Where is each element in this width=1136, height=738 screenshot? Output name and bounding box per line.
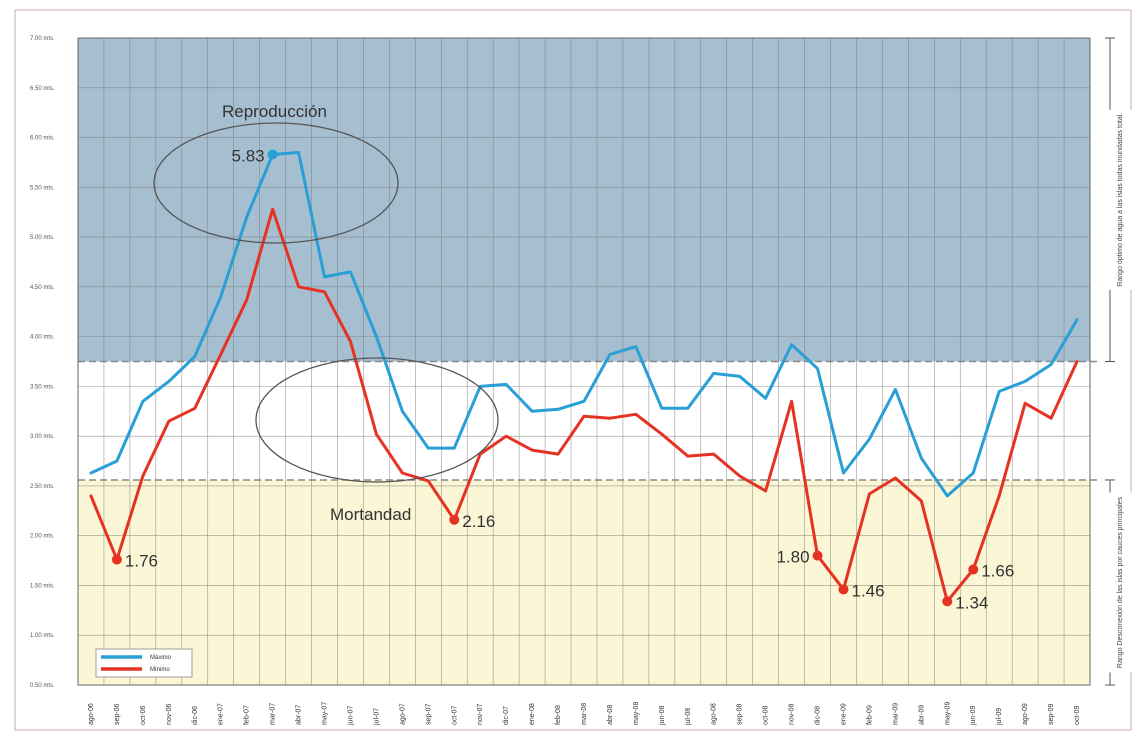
annotations: Reproducción Mortandad 5.83 1.76 2.16 1.80 1.4… bbox=[111, 102, 1014, 612]
min-series-line bbox=[89, 207, 1079, 603]
disconnection-range-band bbox=[78, 479, 1090, 685]
y-tick-label: 6.50 mts. bbox=[30, 86, 55, 92]
x-tick-label: ene-07 bbox=[218, 703, 225, 725]
y-tick-label: 2.00 mts. bbox=[30, 534, 55, 540]
x-tick-label: feb-08 bbox=[555, 705, 562, 725]
annotation-marker bbox=[267, 149, 278, 160]
annotation-label: 1.76 bbox=[125, 552, 158, 571]
x-tick-label: oct-09 bbox=[1074, 705, 1081, 725]
x-tick-label: dic-06 bbox=[192, 706, 199, 725]
x-tick-label: sep-07 bbox=[425, 703, 432, 725]
x-tick-label: ago-06 bbox=[88, 703, 95, 725]
x-tick-label: jun-07 bbox=[347, 705, 354, 726]
y-tick-label: 7.00 mts. bbox=[30, 36, 55, 42]
annotation-marker bbox=[449, 514, 460, 525]
x-tick-label: dic-08 bbox=[815, 706, 822, 725]
range-bands bbox=[78, 38, 1100, 685]
y-tick-label: 2.50 mts. bbox=[30, 484, 55, 490]
x-tick-label: jul-09 bbox=[996, 708, 1003, 726]
range-brackets: Rango óptimo de agua a las islas todas i… bbox=[1105, 37, 1136, 686]
x-tick-label: jun-09 bbox=[970, 705, 977, 726]
x-axis: ago-06 sep-06 oct-06 nov-06 dic-06 ene-07 feb-… bbox=[88, 702, 1081, 726]
y-tick-label: 0.50 mts. bbox=[30, 683, 55, 689]
x-tick-label: ago-08 bbox=[711, 703, 718, 725]
y-tick-label: 3.00 mts. bbox=[30, 434, 55, 440]
x-tick-label: oct-08 bbox=[763, 705, 770, 725]
x-tick-label: nov-08 bbox=[789, 703, 796, 725]
x-tick-label: dic-07 bbox=[503, 706, 510, 725]
x-tick-label: abr-09 bbox=[918, 705, 925, 725]
optimal-range-label-bg bbox=[1106, 109, 1136, 290]
x-tick-label: abr-08 bbox=[607, 705, 614, 725]
x-tick-label: may-08 bbox=[633, 702, 640, 725]
x-tick-label: oct-06 bbox=[140, 705, 147, 725]
x-tick-label: nov-07 bbox=[477, 703, 484, 725]
grid-lines bbox=[77, 37, 1091, 686]
x-tick-label: ago-07 bbox=[399, 703, 406, 725]
x-tick-label: feb-07 bbox=[244, 705, 251, 725]
optimal-range-band bbox=[78, 38, 1090, 362]
x-tick-label: may-07 bbox=[322, 702, 329, 725]
x-tick-label: jul-07 bbox=[373, 708, 380, 726]
annotation-marker bbox=[812, 550, 823, 561]
plot-border bbox=[77, 37, 1091, 686]
x-tick-label: ago-09 bbox=[1022, 703, 1029, 725]
legend-label: Mínimo bbox=[150, 667, 170, 673]
x-tick-label: sep-08 bbox=[737, 703, 744, 725]
annotation-marker bbox=[111, 554, 122, 565]
annotation-label: 1.80 bbox=[776, 548, 809, 567]
x-tick-label: jun-08 bbox=[659, 705, 666, 726]
annotation-marker bbox=[942, 596, 953, 607]
x-tick-label: ene-08 bbox=[529, 703, 536, 725]
x-tick-label: sep-09 bbox=[1048, 703, 1055, 725]
y-tick-label: 1.00 mts. bbox=[30, 633, 55, 639]
annotation-label: 1.34 bbox=[955, 593, 988, 612]
x-tick-label: jul-08 bbox=[685, 708, 692, 726]
annotation-marker bbox=[968, 564, 979, 575]
data-series bbox=[89, 151, 1079, 603]
legend-label: Máximo bbox=[150, 655, 172, 661]
x-tick-label: sep-06 bbox=[114, 703, 121, 725]
x-tick-label: mar-08 bbox=[581, 703, 588, 725]
y-tick-label: 3.50 mts. bbox=[30, 384, 55, 390]
y-axis: 0.50 mts. 1.00 mts. 1.50 mts. 2.00 mts. 2.50… bbox=[30, 36, 55, 689]
disconnection-range-label-bg bbox=[1106, 492, 1136, 673]
y-tick-label: 6.00 mts. bbox=[30, 136, 55, 142]
annotation-label: 5.83 bbox=[232, 146, 265, 165]
disconnection-range-label: Rango Desconexión de las islas por cauce… bbox=[1117, 496, 1124, 668]
reproduction-label: Reproducción bbox=[222, 102, 327, 121]
legend: Máximo Mínimo bbox=[95, 648, 193, 678]
mortality-label: Mortandad bbox=[330, 505, 411, 524]
annotation-marker bbox=[838, 584, 849, 595]
y-tick-label: 5.50 mts. bbox=[30, 185, 55, 191]
legend-box bbox=[95, 648, 193, 678]
x-tick-label: feb-09 bbox=[866, 705, 873, 725]
annotation-label: 2.16 bbox=[462, 512, 495, 531]
x-tick-label: may-09 bbox=[944, 702, 951, 725]
optimal-range-label: Rango óptimo de agua a las islas todas i… bbox=[1117, 113, 1124, 287]
x-tick-label: mar-07 bbox=[270, 703, 277, 725]
mortality-ellipse bbox=[255, 357, 499, 483]
x-tick-label: ene-09 bbox=[840, 703, 847, 725]
y-tick-label: 5.00 mts. bbox=[30, 235, 55, 241]
annotation-label: 1.46 bbox=[851, 581, 884, 600]
x-tick-label: mar-09 bbox=[892, 703, 899, 725]
y-tick-label: 1.50 mts. bbox=[30, 583, 55, 589]
y-tick-label: 4.50 mts. bbox=[30, 285, 55, 291]
y-tick-label: 4.00 mts. bbox=[30, 335, 55, 341]
x-tick-label: oct-07 bbox=[451, 705, 458, 725]
annotation-label: 1.66 bbox=[981, 562, 1014, 581]
x-tick-label: abr-07 bbox=[296, 705, 303, 725]
x-tick-label: nov-06 bbox=[166, 703, 173, 725]
reproduction-ellipse bbox=[153, 122, 399, 244]
max-series-line bbox=[89, 151, 1079, 498]
